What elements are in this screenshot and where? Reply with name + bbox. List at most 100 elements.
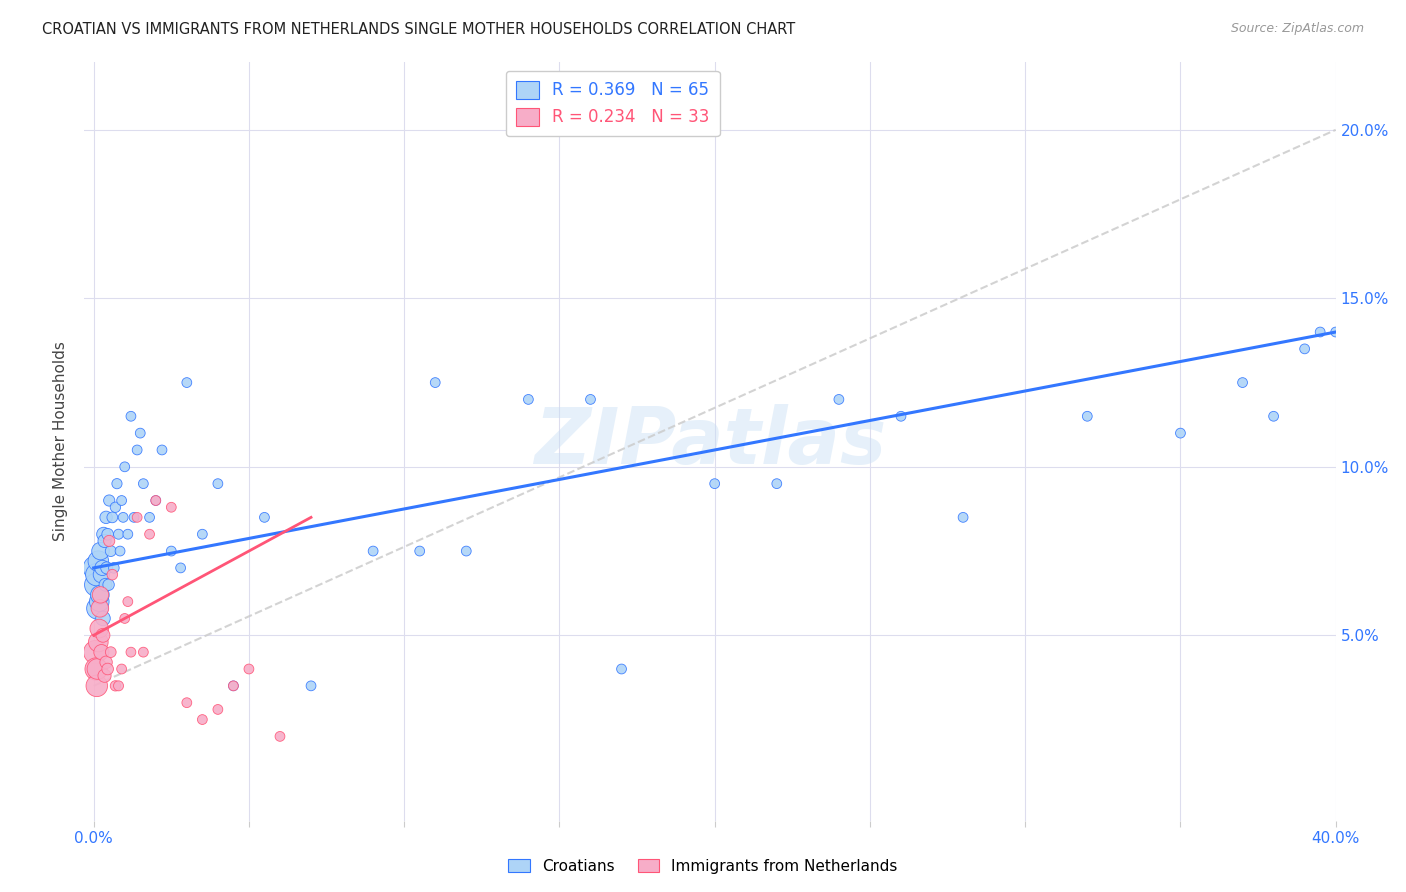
- Point: [1309, 325, 1331, 339]
- Point: [222, 679, 245, 693]
- Point: [111, 662, 134, 676]
- Point: [89, 594, 111, 608]
- Point: [107, 679, 129, 693]
- Point: [191, 527, 214, 541]
- Point: [132, 476, 155, 491]
- Point: [98, 533, 121, 548]
- Point: [86, 601, 108, 615]
- Point: [1232, 376, 1254, 390]
- Point: [409, 544, 432, 558]
- Point: [127, 510, 149, 524]
- Point: [100, 544, 122, 558]
- Point: [122, 510, 145, 524]
- Point: [86, 679, 108, 693]
- Point: [84, 645, 107, 659]
- Point: [94, 578, 117, 592]
- Point: [90, 645, 112, 659]
- Point: [86, 662, 108, 676]
- Point: [105, 476, 128, 491]
- Point: [1294, 342, 1316, 356]
- Point: [101, 567, 124, 582]
- Point: [100, 645, 122, 659]
- Text: CROATIAN VS IMMIGRANTS FROM NETHERLANDS SINGLE MOTHER HOUSEHOLDS CORRELATION CHA: CROATIAN VS IMMIGRANTS FROM NETHERLANDS …: [42, 22, 796, 37]
- Y-axis label: Single Mother Households: Single Mother Households: [53, 342, 69, 541]
- Point: [91, 561, 114, 575]
- Point: [93, 533, 115, 548]
- Point: [114, 459, 136, 474]
- Point: [94, 510, 117, 524]
- Point: [952, 510, 974, 524]
- Point: [150, 442, 173, 457]
- Point: [101, 510, 124, 524]
- Point: [93, 527, 115, 541]
- Point: [253, 510, 276, 524]
- Point: [86, 567, 108, 582]
- Point: [120, 409, 142, 424]
- Point: [91, 628, 114, 642]
- Point: [107, 527, 129, 541]
- Point: [456, 544, 478, 558]
- Point: [97, 527, 120, 541]
- Point: [169, 561, 191, 575]
- Point: [89, 588, 111, 602]
- Point: [93, 669, 115, 683]
- Point: [890, 409, 912, 424]
- Point: [176, 696, 198, 710]
- Point: [90, 567, 112, 582]
- Point: [103, 561, 125, 575]
- Point: [1263, 409, 1285, 424]
- Point: [138, 510, 160, 524]
- Point: [160, 500, 183, 515]
- Point: [145, 493, 167, 508]
- Point: [129, 426, 152, 441]
- Text: ZIPatlas: ZIPatlas: [534, 403, 886, 480]
- Point: [89, 622, 111, 636]
- Point: [361, 544, 384, 558]
- Point: [87, 554, 110, 568]
- Point: [269, 730, 291, 744]
- Point: [97, 662, 120, 676]
- Text: Source: ZipAtlas.com: Source: ZipAtlas.com: [1230, 22, 1364, 36]
- Point: [517, 392, 540, 407]
- Point: [87, 635, 110, 649]
- Point: [84, 662, 107, 676]
- Point: [207, 476, 229, 491]
- Point: [765, 476, 787, 491]
- Point: [114, 611, 136, 625]
- Point: [89, 601, 111, 615]
- Point: [89, 544, 111, 558]
- Point: [207, 702, 229, 716]
- Point: [132, 645, 155, 659]
- Point: [299, 679, 322, 693]
- Point: [1324, 325, 1347, 339]
- Point: [84, 561, 107, 575]
- Point: [104, 500, 127, 515]
- Point: [117, 594, 139, 608]
- Point: [610, 662, 633, 676]
- Legend: Croatians, Immigrants from Netherlands: Croatians, Immigrants from Netherlands: [502, 853, 904, 880]
- Point: [120, 645, 142, 659]
- Point: [238, 662, 260, 676]
- Point: [703, 476, 725, 491]
- Point: [138, 527, 160, 541]
- Point: [579, 392, 602, 407]
- Point: [828, 392, 851, 407]
- Point: [117, 527, 139, 541]
- Point: [104, 679, 127, 693]
- Point: [222, 679, 245, 693]
- Point: [89, 588, 111, 602]
- Point: [108, 544, 131, 558]
- Point: [91, 611, 114, 625]
- Point: [176, 376, 198, 390]
- Point: [1076, 409, 1098, 424]
- Point: [127, 442, 149, 457]
- Point: [98, 493, 121, 508]
- Point: [96, 561, 118, 575]
- Point: [84, 578, 107, 592]
- Point: [160, 544, 183, 558]
- Point: [97, 578, 120, 592]
- Legend: R = 0.369   N = 65, R = 0.234   N = 33: R = 0.369 N = 65, R = 0.234 N = 33: [506, 70, 720, 136]
- Point: [145, 493, 167, 508]
- Point: [111, 493, 134, 508]
- Point: [1170, 426, 1192, 441]
